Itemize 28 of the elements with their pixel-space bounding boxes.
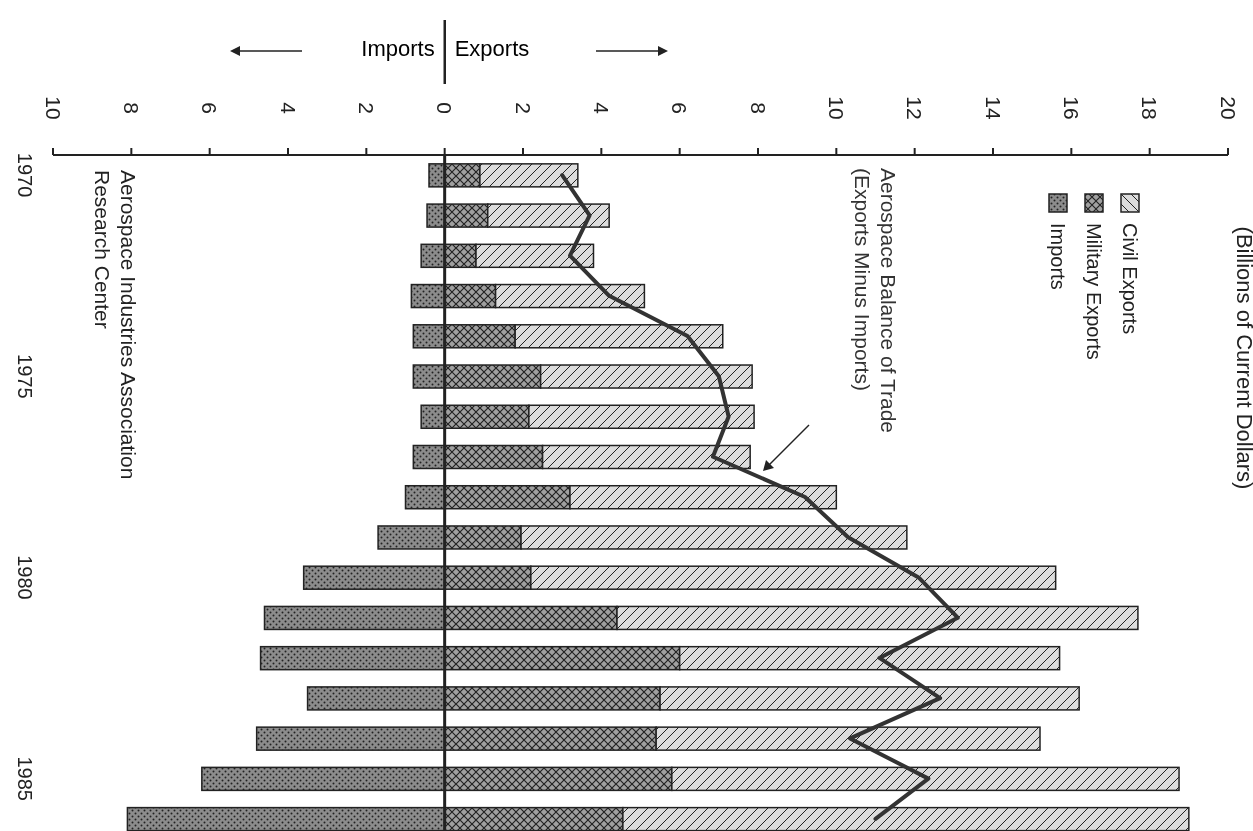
x-tick-label: 8: [746, 102, 770, 114]
y-tick-label: 1975: [14, 354, 36, 399]
x-tick-label: 0: [433, 102, 457, 114]
x-tick-label: 16: [1059, 96, 1083, 120]
annotation: Aerospace Industries Association Research Center: [90, 170, 141, 482]
text: Imports: [361, 36, 435, 62]
y-tick-label: 1980: [14, 555, 36, 600]
x-tick-label: 14: [981, 96, 1005, 120]
legend-label: Military Exports: [1082, 223, 1106, 360]
x-tick-label: 12: [903, 96, 927, 120]
legend-label: Imports: [1046, 223, 1070, 290]
text: Aerospace Balance of Trade (Exports Minus Imports): [850, 168, 901, 435]
y-tick-label: 1985: [14, 756, 36, 801]
x-tick-label: 2: [511, 102, 535, 114]
x-tick-label: 8: [119, 102, 143, 114]
x-tick-label: 4: [589, 102, 613, 115]
x-tick-label: 6: [198, 102, 222, 114]
x-tick-label: 6: [668, 102, 692, 114]
y-tick-label: 1970: [14, 152, 36, 198]
text: Exports: [454, 36, 530, 62]
x-tick-label: 18: [1138, 96, 1162, 120]
x-tick-label: 10: [824, 96, 848, 120]
x-tick-label: 10: [41, 96, 65, 120]
x-tick-label: 4: [276, 102, 300, 115]
legend-label: Civil Exports: [1118, 223, 1142, 335]
text: (Billions of Current Dollars): [1232, 226, 1253, 490]
x-tick-label: 20: [1216, 96, 1240, 120]
x-tick-label: 2: [354, 102, 378, 114]
